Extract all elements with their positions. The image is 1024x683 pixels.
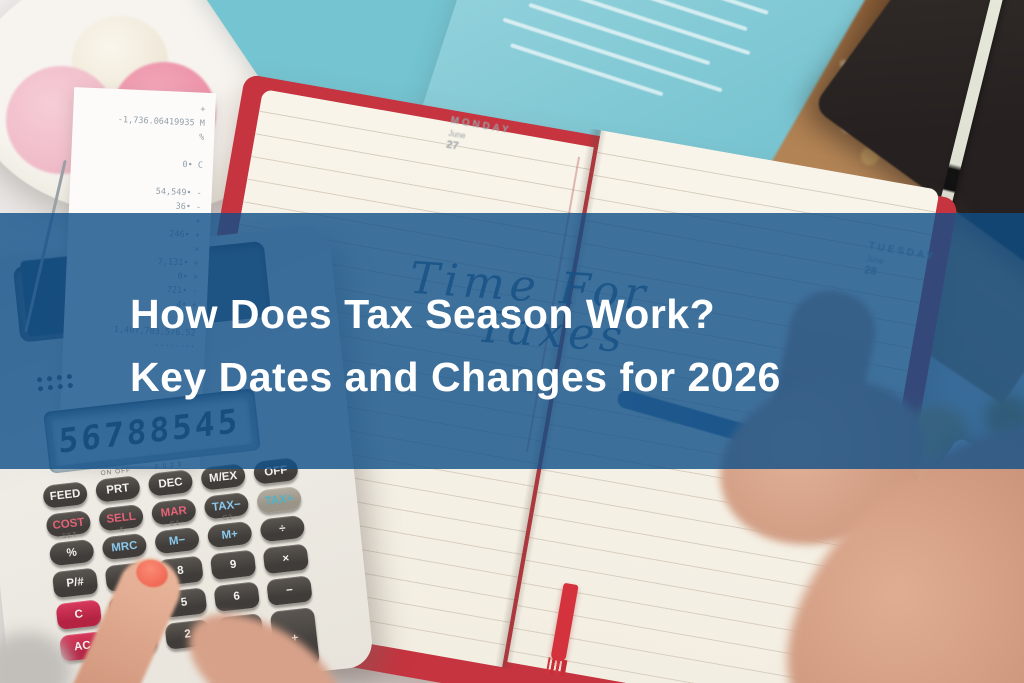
calc-key-C: C [55, 599, 103, 631]
calc-key-P/#: P/# [51, 567, 99, 599]
key-label: MAR [160, 504, 188, 520]
calc-key-TAX+: TAX+ [255, 485, 303, 514]
key-label: COST [51, 515, 85, 532]
calc-key-FEED: FEED [42, 481, 89, 509]
key-label: TAX− [211, 498, 242, 514]
key-label: ÷ [278, 522, 287, 535]
title-line-1: How Does Tax Season Work? [130, 291, 716, 337]
key-label: PRT [105, 481, 130, 497]
calc-key-÷: ÷ [259, 514, 306, 543]
calc-key-−: − [266, 575, 313, 607]
key-label: SELL [105, 510, 137, 526]
calc-key-PRT: ON OFF PRT [94, 467, 141, 503]
calc-key-DEC: F 0 2 3DEC [147, 461, 194, 497]
key-label: 9 [229, 558, 238, 572]
calc-key-MRC: S MRC [101, 526, 148, 561]
key-label: 5 [180, 596, 188, 609]
calc-key-9: 9 [209, 549, 257, 581]
calc-key-×: × [262, 543, 310, 575]
magazine-text-line [510, 43, 664, 97]
calc-key-6: 6 [213, 581, 261, 613]
key-label: M/EX [208, 469, 238, 485]
title-line-2: Key Dates and Changes for 2026 [130, 354, 781, 400]
calc-key-M+: C2 M+ [206, 514, 253, 549]
calc-key-M−: C1 M− [153, 520, 201, 555]
key-label: 8 [176, 564, 185, 578]
key-label: M− [168, 533, 186, 548]
key-label: − [285, 584, 294, 598]
key-label: MRC [110, 539, 139, 555]
page-title: How Does Tax Season Work? Key Dates and … [130, 283, 781, 409]
key-label: M+ [220, 527, 239, 542]
key-label: 6 [232, 590, 241, 603]
title-banner-overlay: How Does Tax Season Work? Key Dates and … [0, 213, 1024, 469]
key-label: TAX+ [264, 492, 295, 508]
key-label: P/# [65, 575, 85, 590]
key-label: × [281, 552, 290, 566]
key-label: FEED [49, 487, 82, 503]
key-label: % [65, 546, 78, 560]
key-label: DEC [157, 475, 184, 491]
key-label: C [73, 608, 84, 622]
calc-key-%: SET% [48, 531, 95, 567]
